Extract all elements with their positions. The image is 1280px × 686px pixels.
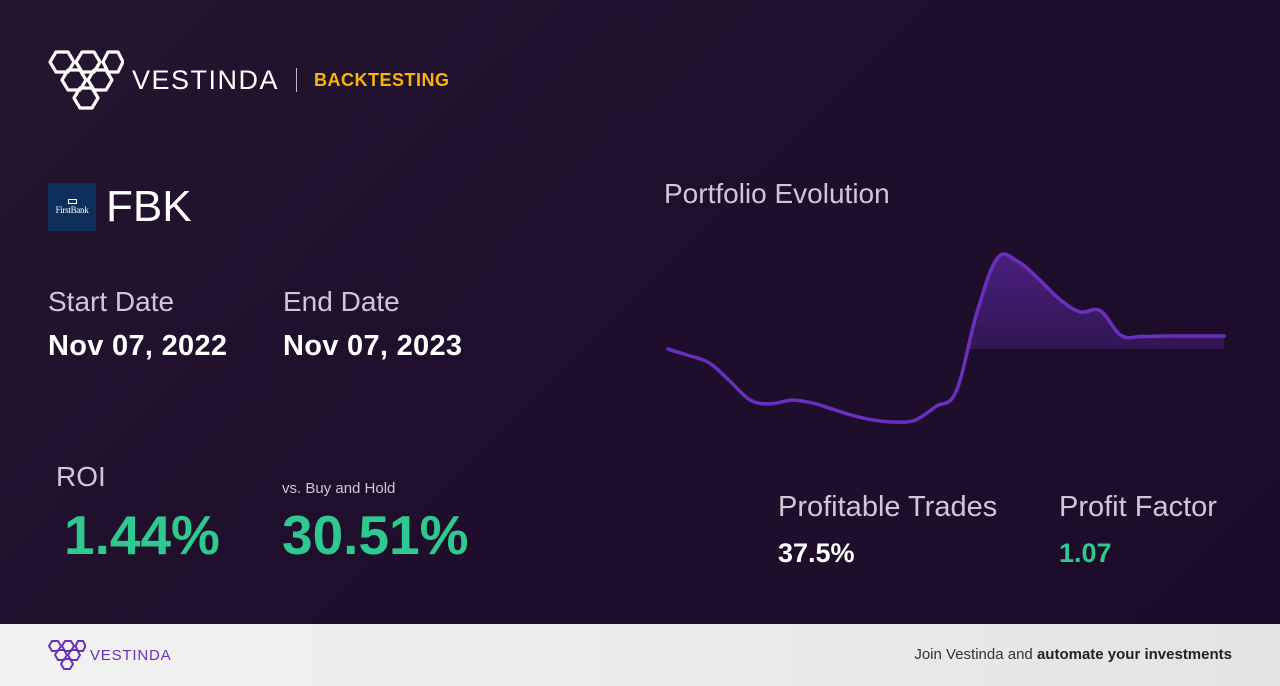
end-date-value: Nov 07, 2023: [283, 330, 463, 362]
roi-value: 1.44%: [64, 504, 220, 566]
vestinda-footer-logo-icon: [48, 640, 86, 670]
end-date: End Date Nov 07, 2023: [283, 286, 462, 363]
footer-cta[interactable]: Join Vestinda and automate your investme…: [914, 646, 1232, 663]
footer-cta-prefix: Join Vestinda and: [914, 646, 1037, 663]
roi-label: ROI: [56, 461, 106, 492]
chart-title: Portfolio Evolution: [664, 178, 890, 209]
profitable-trades: Profitable Trades 37.5%: [778, 491, 997, 569]
brand-name: VESTINDA: [132, 64, 280, 95]
brand-header: VESTINDA BACKTESTING: [48, 48, 450, 112]
end-date-label: End Date: [283, 286, 400, 317]
section-tag: BACKTESTING: [314, 69, 450, 90]
portfolio-chart: [666, 252, 1226, 424]
portfolio-line: [666, 252, 1226, 424]
buy-hold-value: 30.51%: [282, 504, 469, 566]
profitable-trades-label: Profitable Trades: [778, 491, 998, 523]
brand-divider: [296, 68, 298, 92]
portfolio-area: [668, 254, 1224, 350]
footer-cta-bold: automate your investments: [1036, 646, 1232, 663]
footer: VESTINDA Join Vestinda and automate your…: [0, 624, 1280, 686]
ticker: FirstBank FBK: [48, 182, 192, 232]
vestinda-logo-icon: [48, 50, 124, 110]
profit-factor-label: Profit Factor: [1059, 491, 1217, 523]
company-logo-text: FirstBank: [55, 205, 89, 215]
footer-brand-name: VESTINDA: [90, 646, 172, 664]
start-date: Start Date Nov 07, 2022: [48, 286, 227, 363]
bank-mark-icon: [67, 199, 77, 204]
profit-factor-value: 1.07: [1059, 538, 1112, 568]
ticker-symbol: FBK: [106, 182, 192, 231]
company-logo: FirstBank: [48, 183, 96, 231]
profitable-trades-value: 37.5%: [778, 538, 855, 568]
backtest-card: VESTINDA BACKTESTING FirstBank FBK Start…: [48, 48, 1226, 569]
buy-hold-label: vs. Buy and Hold: [282, 480, 396, 497]
start-date-label: Start Date: [48, 286, 175, 317]
start-date-value: Nov 07, 2022: [48, 330, 228, 362]
footer-brand[interactable]: VESTINDA: [48, 639, 171, 671]
profit-factor: Profit Factor 1.07: [1059, 491, 1217, 569]
